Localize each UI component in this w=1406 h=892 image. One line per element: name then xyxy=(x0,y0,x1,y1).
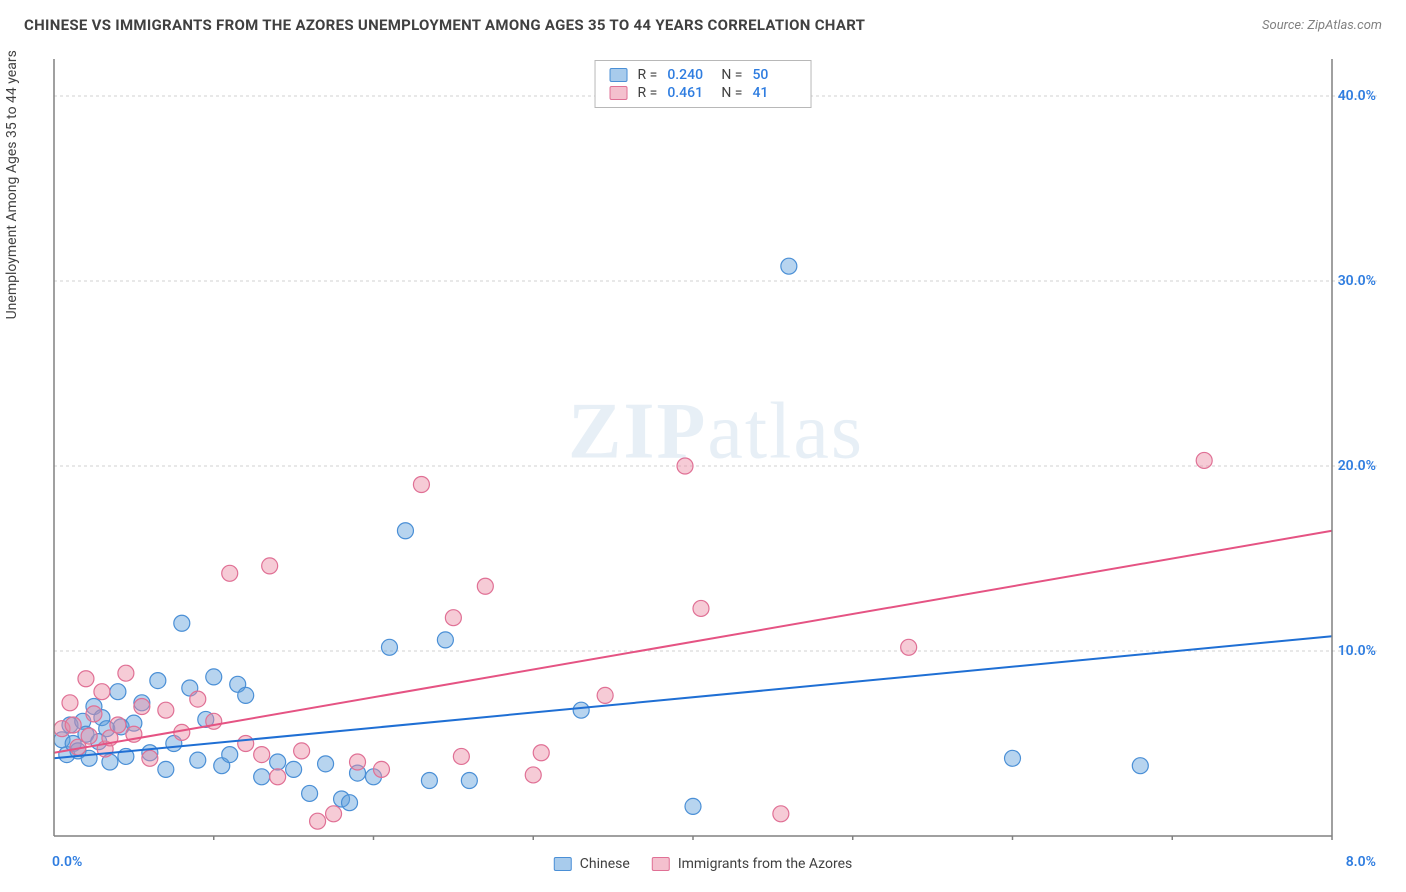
axes xyxy=(54,59,1332,840)
swatch-pink xyxy=(610,86,628,100)
scatter-points xyxy=(54,258,1212,829)
swatch-blue xyxy=(610,68,628,82)
chart-title: CHINESE VS IMMIGRANTS FROM THE AZORES UN… xyxy=(24,16,865,34)
source-attribution: Source: ZipAtlas.com xyxy=(1262,18,1382,33)
n-value: 50 xyxy=(752,67,796,83)
swatch-pink xyxy=(652,857,670,871)
x-max-label: 8.0% xyxy=(1346,854,1376,870)
stats-row: R = 0.240 N = 50 xyxy=(610,66,797,84)
n-label: N = xyxy=(721,67,742,83)
legend-label: Immigrants from the Azores xyxy=(678,856,852,872)
legend: Chinese Immigrants from the Azores xyxy=(554,856,852,872)
stats-box: R = 0.240 N = 50 R = 0.461 N = 41 xyxy=(595,60,812,108)
plot-area: ZIPatlas xyxy=(50,55,1382,840)
r-label: R = xyxy=(638,85,658,101)
scatter-chart xyxy=(50,55,1382,840)
header: CHINESE VS IMMIGRANTS FROM THE AZORES UN… xyxy=(24,16,1382,34)
n-value: 41 xyxy=(752,85,796,101)
stats-row: R = 0.461 N = 41 xyxy=(610,84,797,102)
n-label: N = xyxy=(721,85,742,101)
trend-lines xyxy=(54,531,1332,759)
y-tick-label: 30.0% xyxy=(1338,273,1376,289)
legend-label: Chinese xyxy=(580,856,630,872)
x-origin-label: 0.0% xyxy=(52,854,82,870)
y-tick-label: 20.0% xyxy=(1338,458,1376,474)
r-value: 0.461 xyxy=(667,85,711,101)
swatch-blue xyxy=(554,857,572,871)
y-tick-label: 40.0% xyxy=(1338,88,1376,104)
r-label: R = xyxy=(638,67,658,83)
legend-item: Immigrants from the Azores xyxy=(652,856,852,872)
r-value: 0.240 xyxy=(667,67,711,83)
y-tick-label: 10.0% xyxy=(1338,643,1376,659)
y-axis-label: Unemployment Among Ages 35 to 44 years xyxy=(4,50,20,319)
legend-item: Chinese xyxy=(554,856,630,872)
gridlines xyxy=(54,96,1378,651)
